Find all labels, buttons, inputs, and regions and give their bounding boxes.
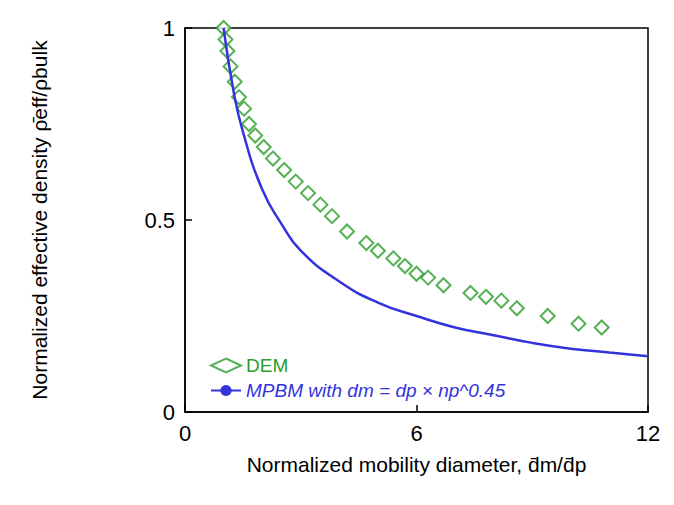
svg-text:0: 0 <box>163 400 175 425</box>
svg-text:0.5: 0.5 <box>144 208 175 233</box>
svg-text:Normalized mobility diameter,: Normalized mobility diameter, d̄m/d̄p <box>247 453 587 476</box>
svg-text:6: 6 <box>410 421 422 446</box>
svg-text:MPBM with dm = dp × np^0.45: MPBM with dm = dp × np^0.45 <box>246 380 506 401</box>
svg-text:DEM: DEM <box>246 355 288 376</box>
svg-text:12: 12 <box>636 421 660 446</box>
svg-text:0: 0 <box>179 421 191 446</box>
svg-text:1: 1 <box>163 16 175 41</box>
svg-text:Normalized effective density ρ: Normalized effective density ρ̄eff/ρbulk <box>28 40 51 400</box>
